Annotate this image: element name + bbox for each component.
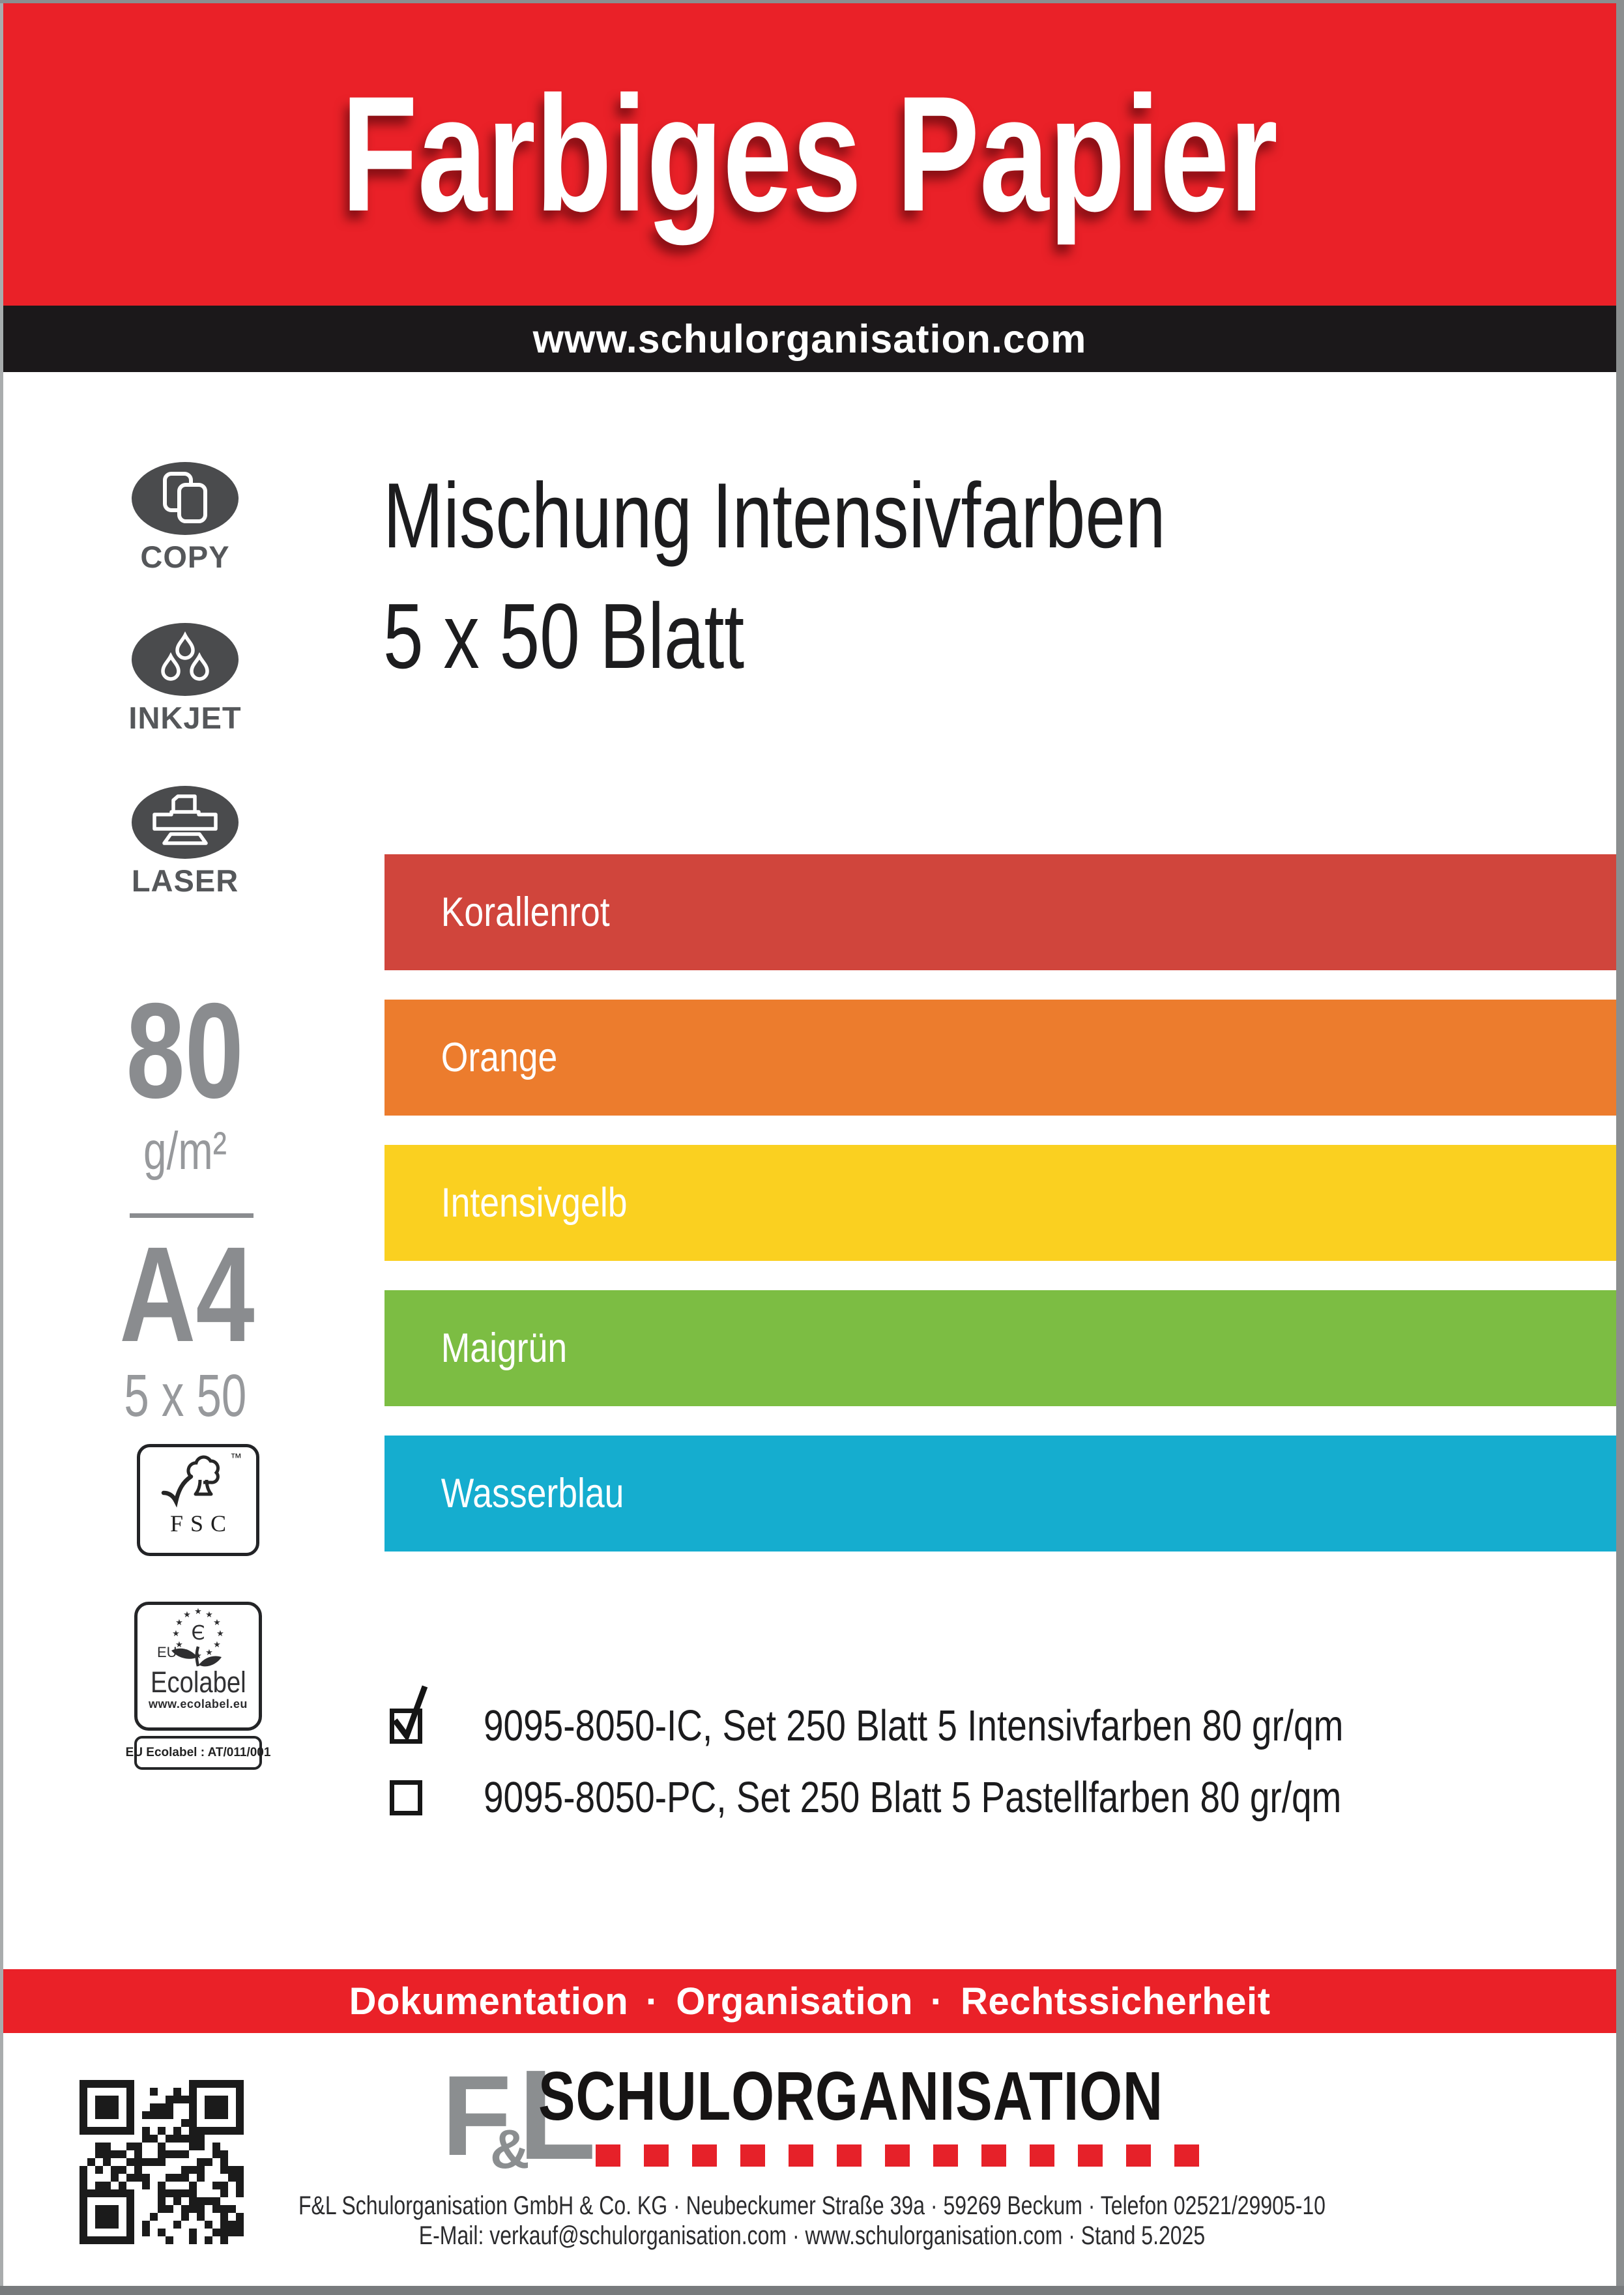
color-bar-intensivgelb: Intensivgelb xyxy=(384,1145,1617,1261)
svg-text:★: ★ xyxy=(213,1618,221,1628)
ecolabel-url: www.ecolabel.eu xyxy=(149,1697,248,1710)
eu-ecolabel-logo: ★★★ ★★★ ★★★ ★★★ Є EU Ecolabel www.ecolab… xyxy=(134,1602,262,1731)
fsc-tm: ™ xyxy=(230,1451,242,1464)
svg-text:★: ★ xyxy=(216,1629,224,1639)
brand-ampersand: & xyxy=(490,2118,530,2180)
brand-initial-f: F xyxy=(442,2053,512,2180)
copy-icon xyxy=(132,462,239,535)
brand-name: SCHULORGANISATION xyxy=(538,2058,1163,2135)
ecolabel-license-number: EU Ecolabel : AT/011/001 xyxy=(126,1736,270,1770)
svg-text:★: ★ xyxy=(175,1618,183,1628)
product-title-line1: Mischung Intensivfarben xyxy=(383,464,1166,568)
copy-label: COPY xyxy=(140,540,230,574)
color-bar-wasserblau: Wasserblau xyxy=(384,1436,1617,1552)
page-edge-left xyxy=(0,0,3,2295)
laser-label: LASER xyxy=(131,863,239,898)
page-edge-bottom xyxy=(0,2286,1624,2295)
fsc-logo: ™ FSC xyxy=(137,1444,259,1556)
svg-text:★: ★ xyxy=(205,1610,213,1620)
fsc-label: FSC xyxy=(169,1510,234,1537)
color-bar-korallenrot: Korallenrot xyxy=(384,854,1617,970)
inkjet-label: INKJET xyxy=(128,700,242,735)
grammage-value: 80 xyxy=(126,975,244,1127)
footer-address-line: F&L Schulorganisation GmbH & Co. KG · Ne… xyxy=(298,2191,1326,2220)
variant-label-pastellfarben: 9095-8050-PC, Set 250 Blatt 5 Pastellfar… xyxy=(484,1773,1342,1822)
brand-squares-strip xyxy=(596,2144,1223,2167)
inkjet-icon xyxy=(132,623,239,696)
page-title: Farbiges Papier xyxy=(341,63,1278,246)
svg-text:★: ★ xyxy=(183,1610,191,1620)
page-edge-top xyxy=(0,0,1624,3)
svg-text:★: ★ xyxy=(213,1640,221,1650)
brand-initial-l: L xyxy=(518,2043,596,2186)
page-edge-right xyxy=(1616,0,1624,2295)
sidebar-divider xyxy=(130,1213,254,1218)
variant-label-intensivfarben: 9095-8050-IC, Set 250 Blatt 5 Intensivfa… xyxy=(484,1701,1344,1750)
sheet-count: 5 x 50 xyxy=(124,1363,246,1429)
color-bar-maigruen: Maigrün xyxy=(384,1290,1617,1406)
copy-icon-glyph xyxy=(163,472,207,523)
footer-contact-line: E-Mail: verkauf@schulorganisation.com · … xyxy=(418,2221,1206,2250)
color-bar-orange: Orange xyxy=(384,1000,1617,1116)
paper-format: A4 xyxy=(119,1219,255,1370)
svg-text:★: ★ xyxy=(194,1607,202,1617)
qr-code xyxy=(80,2080,244,2244)
checkmark-icon xyxy=(392,1685,428,1742)
svg-text:★: ★ xyxy=(205,1648,213,1658)
svg-text:★: ★ xyxy=(175,1640,183,1650)
product-title-line2: 5 x 50 Blatt xyxy=(383,585,745,688)
checkbox-pastellfarben-unchecked xyxy=(390,1780,422,1815)
svg-text:★: ★ xyxy=(172,1629,180,1639)
ecolabel-eu-text: EU xyxy=(157,1644,177,1660)
ecolabel-name: Ecolabel xyxy=(150,1666,246,1699)
laser-icon-glyph xyxy=(152,794,218,845)
ecolabel-e-glyph: Є xyxy=(192,1622,205,1645)
inkjet-icon-glyph xyxy=(161,631,209,681)
website-url: www.schulorganisation.com xyxy=(532,317,1087,361)
grammage-unit: g/m² xyxy=(143,1121,227,1181)
slogan-banner: Dokumentation · Organisation · Rechtssic… xyxy=(3,1969,1616,2033)
laser-icon xyxy=(132,786,239,859)
ecolabel-flower-icon: ★★★ ★★★ ★★★ ★★★ Є EU xyxy=(157,1607,224,1667)
header-banner: Farbiges Papier xyxy=(3,3,1616,306)
slogan-text: Dokumentation · Organisation · Rechtssic… xyxy=(349,1980,1271,2023)
fsc-tree-icon: ™ xyxy=(161,1451,242,1508)
website-bar: www.schulorganisation.com xyxy=(3,306,1616,372)
